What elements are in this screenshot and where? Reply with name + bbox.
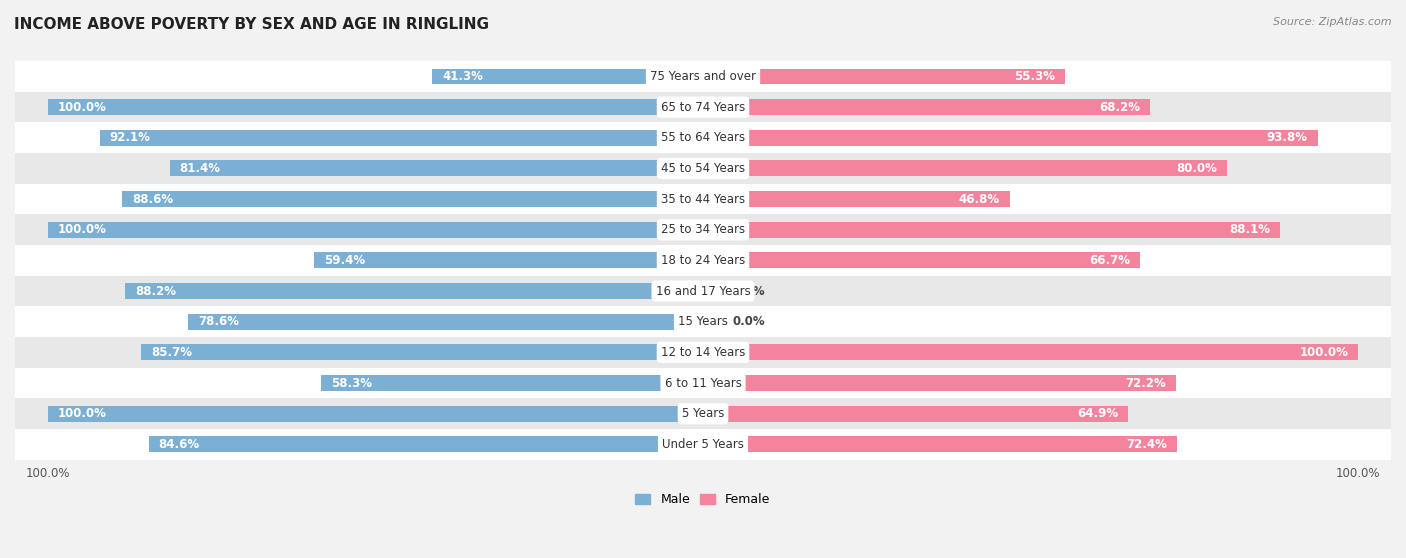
Text: 46.8%: 46.8% (959, 193, 1000, 205)
Text: 72.2%: 72.2% (1126, 377, 1166, 389)
Bar (142, 344, 703, 360)
Text: 55 to 64 Years: 55 to 64 Years (661, 131, 745, 145)
Bar (15, 61, 1391, 92)
Text: 64.9%: 64.9% (1077, 407, 1118, 420)
Bar (48, 99, 703, 115)
Text: INCOME ABOVE POVERTY BY SEX AND AGE IN RINGLING: INCOME ABOVE POVERTY BY SEX AND AGE IN R… (14, 17, 489, 32)
Bar (48, 222, 703, 238)
Text: 45 to 54 Years: 45 to 54 Years (661, 162, 745, 175)
Bar (15, 184, 1391, 214)
Bar (433, 69, 703, 84)
Text: 66.7%: 66.7% (1090, 254, 1130, 267)
Text: Under 5 Years: Under 5 Years (662, 438, 744, 451)
Bar (321, 375, 703, 391)
Bar (125, 283, 703, 299)
Bar (703, 252, 1140, 268)
Text: 18 to 24 Years: 18 to 24 Years (661, 254, 745, 267)
Text: 85.7%: 85.7% (152, 346, 193, 359)
Bar (703, 222, 1281, 238)
Text: 12 to 14 Years: 12 to 14 Years (661, 346, 745, 359)
Bar (314, 252, 703, 268)
Text: 16 and 17 Years: 16 and 17 Years (655, 285, 751, 297)
Text: 78.6%: 78.6% (198, 315, 239, 328)
Text: 72.4%: 72.4% (1126, 438, 1167, 451)
Bar (48, 406, 703, 422)
Text: 68.2%: 68.2% (1099, 100, 1140, 114)
Bar (703, 436, 1177, 453)
Text: 88.6%: 88.6% (132, 193, 173, 205)
Bar (149, 436, 703, 453)
Text: 15 Years: 15 Years (678, 315, 728, 328)
Text: 100.0%: 100.0% (1299, 346, 1348, 359)
Bar (15, 214, 1391, 245)
Bar (188, 314, 703, 330)
Text: 80.0%: 80.0% (1177, 162, 1218, 175)
Bar (15, 276, 1391, 306)
Text: 6 to 11 Years: 6 to 11 Years (665, 377, 741, 389)
Bar (703, 69, 1066, 84)
Bar (703, 375, 1175, 391)
Text: 100.0%: 100.0% (58, 223, 107, 236)
Bar (15, 368, 1391, 398)
Text: 25 to 34 Years: 25 to 34 Years (661, 223, 745, 236)
Bar (703, 406, 1128, 422)
Text: 65 to 74 Years: 65 to 74 Years (661, 100, 745, 114)
Bar (15, 429, 1391, 460)
Text: 0.0%: 0.0% (733, 285, 765, 297)
Bar (15, 306, 1391, 337)
Bar (170, 161, 703, 176)
Bar (15, 122, 1391, 153)
Text: 75 Years and over: 75 Years and over (650, 70, 756, 83)
Bar (703, 99, 1150, 115)
Text: 41.3%: 41.3% (443, 70, 484, 83)
Bar (703, 161, 1227, 176)
Legend: Male, Female: Male, Female (630, 488, 776, 511)
Bar (122, 191, 703, 207)
Text: 59.4%: 59.4% (323, 254, 364, 267)
Text: 100.0%: 100.0% (58, 100, 107, 114)
Text: 81.4%: 81.4% (180, 162, 221, 175)
Text: 35 to 44 Years: 35 to 44 Years (661, 193, 745, 205)
Text: 84.6%: 84.6% (159, 438, 200, 451)
Bar (15, 398, 1391, 429)
Bar (703, 283, 723, 299)
Bar (15, 153, 1391, 184)
Text: 58.3%: 58.3% (330, 377, 371, 389)
Text: 100.0%: 100.0% (58, 407, 107, 420)
Bar (703, 344, 1358, 360)
Text: 5 Years: 5 Years (682, 407, 724, 420)
Text: Source: ZipAtlas.com: Source: ZipAtlas.com (1274, 17, 1392, 27)
Bar (703, 191, 1010, 207)
Text: 0.0%: 0.0% (733, 315, 765, 328)
Bar (15, 92, 1391, 122)
Text: 55.3%: 55.3% (1015, 70, 1056, 83)
Text: 92.1%: 92.1% (110, 131, 150, 145)
Bar (100, 130, 703, 146)
Bar (703, 130, 1317, 146)
Bar (703, 314, 723, 330)
Text: 88.1%: 88.1% (1229, 223, 1271, 236)
Bar (15, 245, 1391, 276)
Text: 88.2%: 88.2% (135, 285, 176, 297)
Bar (15, 337, 1391, 368)
Text: 93.8%: 93.8% (1267, 131, 1308, 145)
